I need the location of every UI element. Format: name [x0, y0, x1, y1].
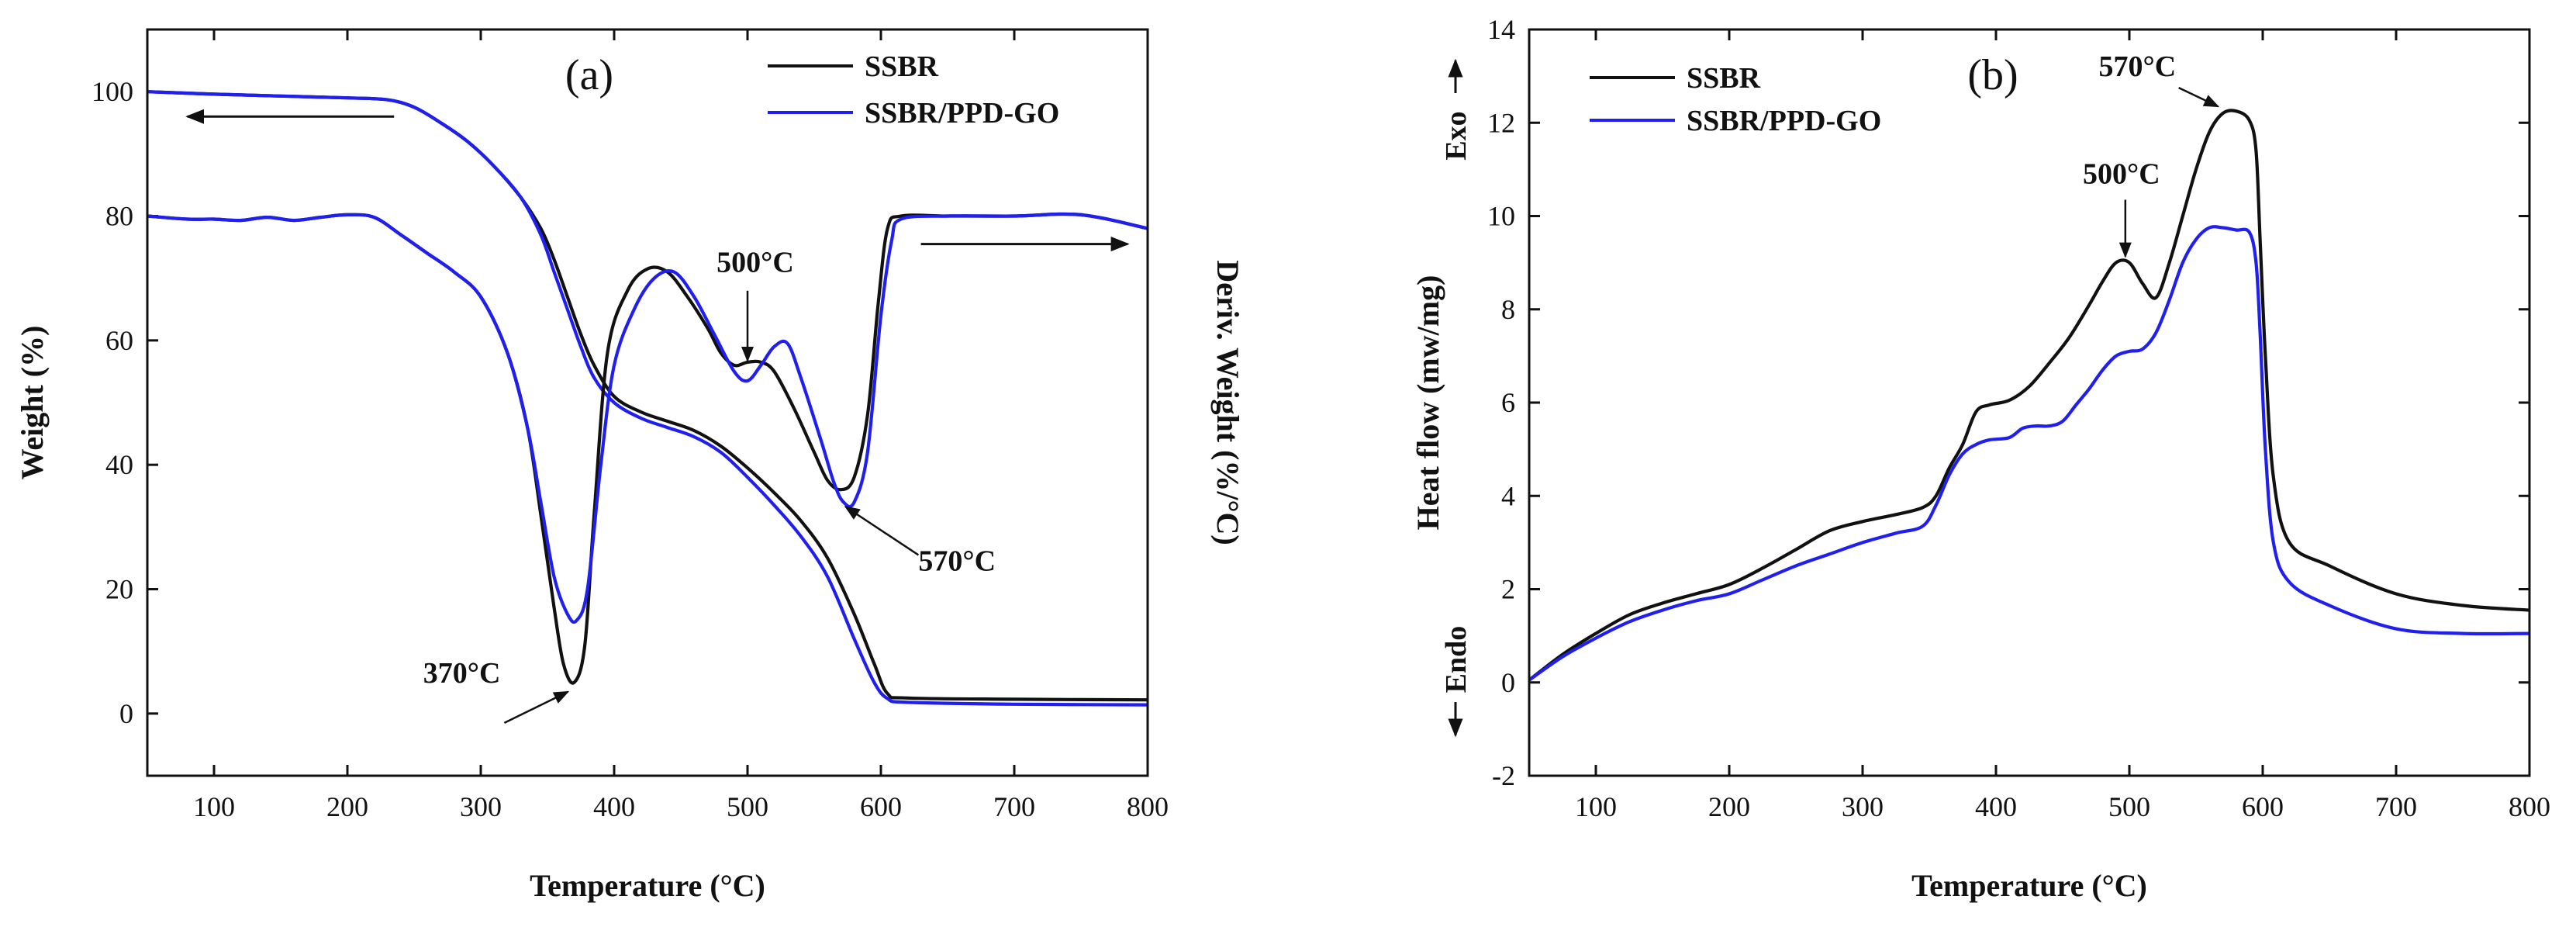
panel-label-a: (a) — [565, 51, 613, 99]
x-axis-title-a: Temperature (°C) — [530, 868, 765, 903]
y-axis-title-a: Weight (%) — [15, 326, 50, 480]
exo-marker: Exo — [1440, 58, 1473, 161]
y-axis-right-title-a: Deriv. Weight (%/°C) — [1210, 260, 1245, 545]
y-axis-title-b: Heat flow (mw/mg) — [1411, 275, 1445, 531]
endo-marker: Endo — [1440, 626, 1473, 738]
legend-label-ssbr-a: SSBR — [865, 50, 939, 83]
y-tick-label-a: 80 — [105, 201, 133, 232]
y-tick-label-b: -2 — [1492, 760, 1515, 791]
chart-panel-b: 100 200 300 400 500 600 700 800 -2 0 2 4 6 8 10 12 14 (b… — [1411, 14, 2550, 903]
series-line-a-3 — [147, 212, 1148, 624]
annotation-arrow-370 — [503, 690, 570, 724]
y-tick-label-b: 2 — [1501, 574, 1515, 605]
series-line-b-0 — [1528, 109, 2530, 682]
x-tick-label-b: 800 — [2509, 791, 2550, 822]
x-tick-label-b: 200 — [1708, 791, 1750, 822]
y-tick-label-a: 0 — [119, 698, 133, 729]
y-tick-label-b: 0 — [1501, 667, 1515, 698]
x-tick-label-a: 700 — [993, 791, 1035, 822]
annotation-500-a: 500°C — [717, 247, 794, 279]
annotations-b: 500°C 570°C — [2083, 50, 2220, 258]
x-tick-label-b: 100 — [1575, 791, 1617, 822]
legend-label-ppdgo-a: SSBR/PPD-GO — [865, 97, 1059, 130]
x-tick-label-a: 100 — [193, 791, 235, 822]
y-tick-label-b: 14 — [1487, 14, 1515, 45]
chart-panel-a: 100 200 300 400 500 600 700 800 0 20 40 60 80 100 (a)… — [15, 28, 1245, 903]
x-tick-label-b: 700 — [2375, 791, 2417, 822]
x-tick-label-b: 400 — [1975, 791, 2017, 822]
x-tick-label-b: 600 — [2242, 791, 2284, 822]
x-tick-label-a: 300 — [460, 791, 502, 822]
series-group-a — [147, 90, 1148, 707]
annotation-370: 370°C — [423, 657, 501, 690]
annotations-a: 370°C 500°C 570°C — [185, 109, 1130, 724]
panel-label-b: (b) — [1967, 51, 2018, 99]
plot-frame-b — [1528, 28, 2531, 777]
x-tick-label-a: 200 — [326, 791, 368, 822]
axis-ticks-b: 100 200 300 400 500 600 700 800 -2 0 2 4 6 8 10 12 14 — [1487, 14, 2550, 822]
x-tick-label-a: 400 — [593, 791, 635, 822]
x-tick-label-b: 500 — [2108, 791, 2150, 822]
series-line-a-1 — [147, 90, 1148, 707]
y-tick-label-a: 40 — [105, 449, 133, 480]
y-tick-label-b: 4 — [1501, 480, 1515, 511]
series-line-b-1 — [1528, 225, 2530, 682]
x-tick-label-a: 800 — [1127, 791, 1169, 822]
endo-label: Endo — [1440, 626, 1473, 694]
y-tick-label-b: 10 — [1487, 201, 1515, 232]
legend-label-ppdgo-b: SSBR/PPD-GO — [1687, 105, 1881, 137]
y-tick-label-a: 60 — [105, 325, 133, 356]
y-tick-label-b: 8 — [1501, 294, 1515, 325]
annotation-570-a: 570°C — [918, 545, 996, 577]
x-tick-label-a: 600 — [860, 791, 902, 822]
legend-label-ssbr-b: SSBR — [1687, 62, 1761, 95]
series-group-b — [1528, 109, 2530, 682]
y-tick-label-b: 6 — [1501, 387, 1515, 418]
y-tick-label-b: 12 — [1487, 107, 1515, 138]
y-tick-label-a: 100 — [92, 76, 133, 107]
annotation-570-b: 570°C — [2099, 50, 2177, 83]
plot-frame-a — [146, 28, 1149, 777]
legend-a: SSBR SSBR/PPD-GO — [768, 50, 1059, 130]
x-tick-label-a: 500 — [727, 791, 768, 822]
x-tick-label-b: 300 — [1842, 791, 1884, 822]
axis-ticks-a: 100 200 300 400 500 600 700 800 0 20 40 60 80 100 — [92, 29, 1169, 822]
y-tick-label-a: 20 — [105, 574, 133, 605]
annotation-arrow-570-a — [844, 506, 920, 556]
annotation-500-b: 500°C — [2083, 157, 2160, 190]
annotation-arrow-570-b — [2178, 87, 2220, 108]
series-line-a-0 — [147, 90, 1148, 702]
exo-label: Exo — [1440, 111, 1473, 160]
legend-b: SSBR SSBR/PPD-GO — [1590, 62, 1881, 137]
x-axis-title-b: Temperature (°C) — [1911, 868, 2147, 903]
